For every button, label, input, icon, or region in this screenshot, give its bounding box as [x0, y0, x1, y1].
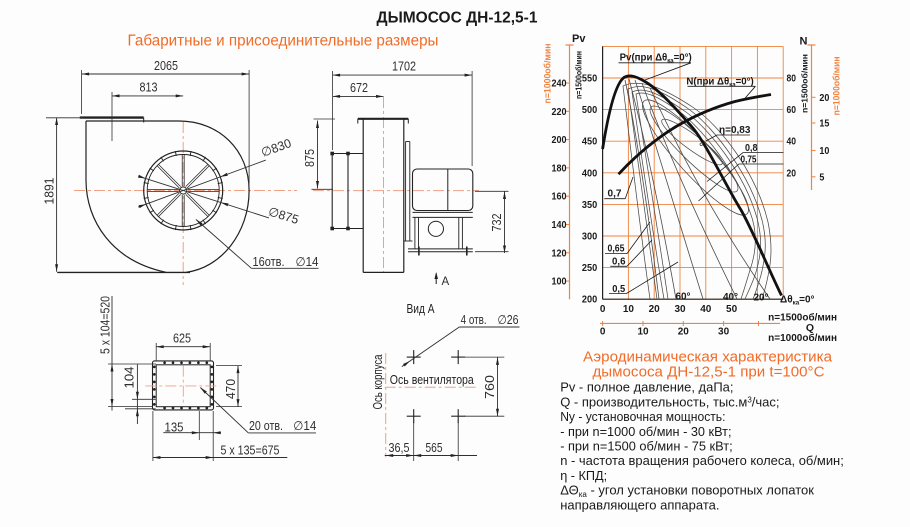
svg-text:0,6: 0,6 — [612, 256, 626, 267]
svg-text:A: A — [442, 276, 450, 288]
svg-text:Вид А: Вид А — [407, 302, 436, 316]
svg-text:220: 220 — [552, 107, 567, 118]
svg-text:- при n=1000 об/мин - 30 кВт;: - при n=1000 об/мин - 30 кВт; — [560, 424, 731, 439]
svg-text:0,65: 0,65 — [608, 243, 625, 254]
svg-text:∅26: ∅26 — [498, 313, 519, 327]
svg-text:0: 0 — [600, 304, 606, 315]
svg-text:40°: 40° — [723, 292, 738, 303]
svg-text:50: 50 — [726, 304, 738, 315]
svg-text:Аэродинамическая характеристик: Аэродинамическая характеристика — [583, 349, 833, 366]
svg-text:Pv(при Δθка=0°): Pv(при Δθка=0°) — [620, 53, 692, 65]
svg-text:Ny - установочная мощность:: Ny - установочная мощность: — [560, 409, 725, 424]
svg-text:36,5: 36,5 — [389, 441, 410, 455]
svg-text:20°: 20° — [753, 293, 768, 304]
svg-text:10: 10 — [623, 304, 635, 315]
svg-text:Δθка=0°: Δθка=0° — [780, 295, 815, 307]
svg-text:300: 300 — [582, 232, 598, 243]
svg-text:40: 40 — [700, 304, 712, 315]
svg-text:672: 672 — [350, 81, 368, 95]
svg-text:N(при Δθка=0°): N(при Δθка=0°) — [686, 76, 753, 88]
svg-text:0: 0 — [600, 326, 606, 337]
svg-text:760: 760 — [483, 375, 497, 399]
svg-text:n=1000об/мин: n=1000об/мин — [831, 56, 841, 115]
svg-text:20: 20 — [678, 326, 690, 337]
svg-text:200: 200 — [552, 135, 567, 146]
svg-text:1702: 1702 — [392, 60, 416, 74]
svg-text:16отв.: 16отв. — [253, 255, 285, 269]
svg-text:450: 450 — [582, 137, 598, 148]
svg-text:n=1500об/мин: n=1500об/мин — [573, 51, 583, 99]
svg-text:813: 813 — [140, 81, 158, 95]
svg-text:η - КПД;: η - КПД; — [560, 468, 607, 483]
svg-text:240: 240 — [552, 79, 567, 90]
svg-text:20: 20 — [649, 304, 661, 315]
svg-text:дымососа ДН-12,5-1 при t=100°C: дымососа ДН-12,5-1 при t=100°C — [593, 363, 825, 380]
svg-text:470: 470 — [224, 379, 238, 399]
svg-text:135: 135 — [165, 421, 184, 435]
svg-text:n=1500об/мин: n=1500об/мин — [768, 312, 837, 324]
svg-text:1891: 1891 — [43, 177, 57, 204]
svg-text:5: 5 — [819, 172, 824, 183]
svg-text:250: 250 — [582, 263, 598, 274]
svg-text:∅14: ∅14 — [293, 419, 316, 433]
svg-text:80: 80 — [787, 74, 797, 85]
svg-text:Q: Q — [806, 322, 814, 334]
svg-text:∅14: ∅14 — [296, 255, 319, 269]
svg-text:350: 350 — [582, 200, 598, 211]
svg-text:Q - производительность, тыс.м3: Q - производительность, тыс.м3/час; — [560, 394, 779, 409]
svg-text:0,8: 0,8 — [745, 143, 758, 154]
svg-text:10: 10 — [637, 326, 649, 337]
svg-text:Габаритные и присоединительные: Габаритные и присоединительные размеры — [128, 33, 439, 50]
svg-text:0,5: 0,5 — [612, 284, 625, 295]
svg-text:10: 10 — [819, 146, 829, 157]
svg-text:n=1000об/мин: n=1000об/мин — [542, 44, 552, 104]
svg-text:5 x 104=520: 5 x 104=520 — [99, 296, 113, 354]
svg-text:20: 20 — [819, 93, 829, 104]
svg-text:160: 160 — [552, 192, 567, 203]
svg-text:732: 732 — [490, 213, 504, 231]
svg-text:200: 200 — [582, 295, 598, 306]
svg-text:Pv: Pv — [572, 33, 586, 45]
svg-text:565: 565 — [426, 441, 443, 455]
svg-text:0,75: 0,75 — [741, 155, 757, 166]
svg-text:30: 30 — [674, 304, 686, 315]
svg-text:0,7: 0,7 — [608, 188, 622, 199]
svg-text:5 x 135=675: 5 x 135=675 — [221, 444, 280, 458]
svg-text:4 отв.: 4 отв. — [461, 313, 487, 327]
svg-text:20 отв.: 20 отв. — [249, 419, 283, 433]
svg-text:40: 40 — [787, 137, 797, 148]
svg-text:120: 120 — [552, 248, 567, 259]
svg-text:500: 500 — [582, 105, 598, 116]
svg-text:30: 30 — [718, 326, 730, 337]
svg-text:Ось вентилятора: Ось вентилятора — [390, 372, 475, 387]
svg-text:140: 140 — [552, 220, 567, 231]
svg-text:625: 625 — [173, 332, 191, 346]
svg-text:N: N — [800, 36, 808, 48]
svg-text:ΔΘка - угол установки поворотн: ΔΘка - угол установки поворотных лопаток — [560, 483, 814, 500]
svg-text:Ось корпуса: Ось корпуса — [370, 354, 385, 410]
svg-text:η=0,83: η=0,83 — [719, 125, 751, 136]
svg-text:550: 550 — [582, 74, 598, 85]
svg-text:875: 875 — [303, 149, 317, 167]
svg-text:Pv - полное давление, даПа;: Pv - полное давление, даПа; — [560, 380, 733, 395]
svg-text:60°: 60° — [675, 292, 690, 303]
svg-text:60: 60 — [787, 105, 797, 116]
svg-text:ДЫМОСОС ДН-12,5-1: ДЫМОСОС ДН-12,5-1 — [377, 10, 538, 27]
svg-text:направляющего аппарата.: направляющего аппарата. — [560, 497, 719, 512]
svg-text:n=1000об/мин: n=1000об/мин — [768, 332, 837, 344]
svg-text:n - частота вращения рабочего: n - частота вращения рабочего колеса, об… — [560, 453, 844, 468]
svg-text:180: 180 — [552, 163, 567, 174]
svg-text:n=1500об/мин: n=1500об/мин — [799, 54, 809, 113]
svg-text:15: 15 — [819, 119, 829, 130]
svg-text:400: 400 — [582, 168, 598, 179]
svg-text:20: 20 — [787, 168, 797, 179]
svg-text:2065: 2065 — [154, 59, 178, 73]
svg-text:100: 100 — [552, 277, 567, 288]
svg-text:- при n=1500 об/мин - 75 кВт;: - при n=1500 об/мин - 75 кВт; — [560, 439, 733, 454]
svg-text:104: 104 — [123, 366, 137, 388]
